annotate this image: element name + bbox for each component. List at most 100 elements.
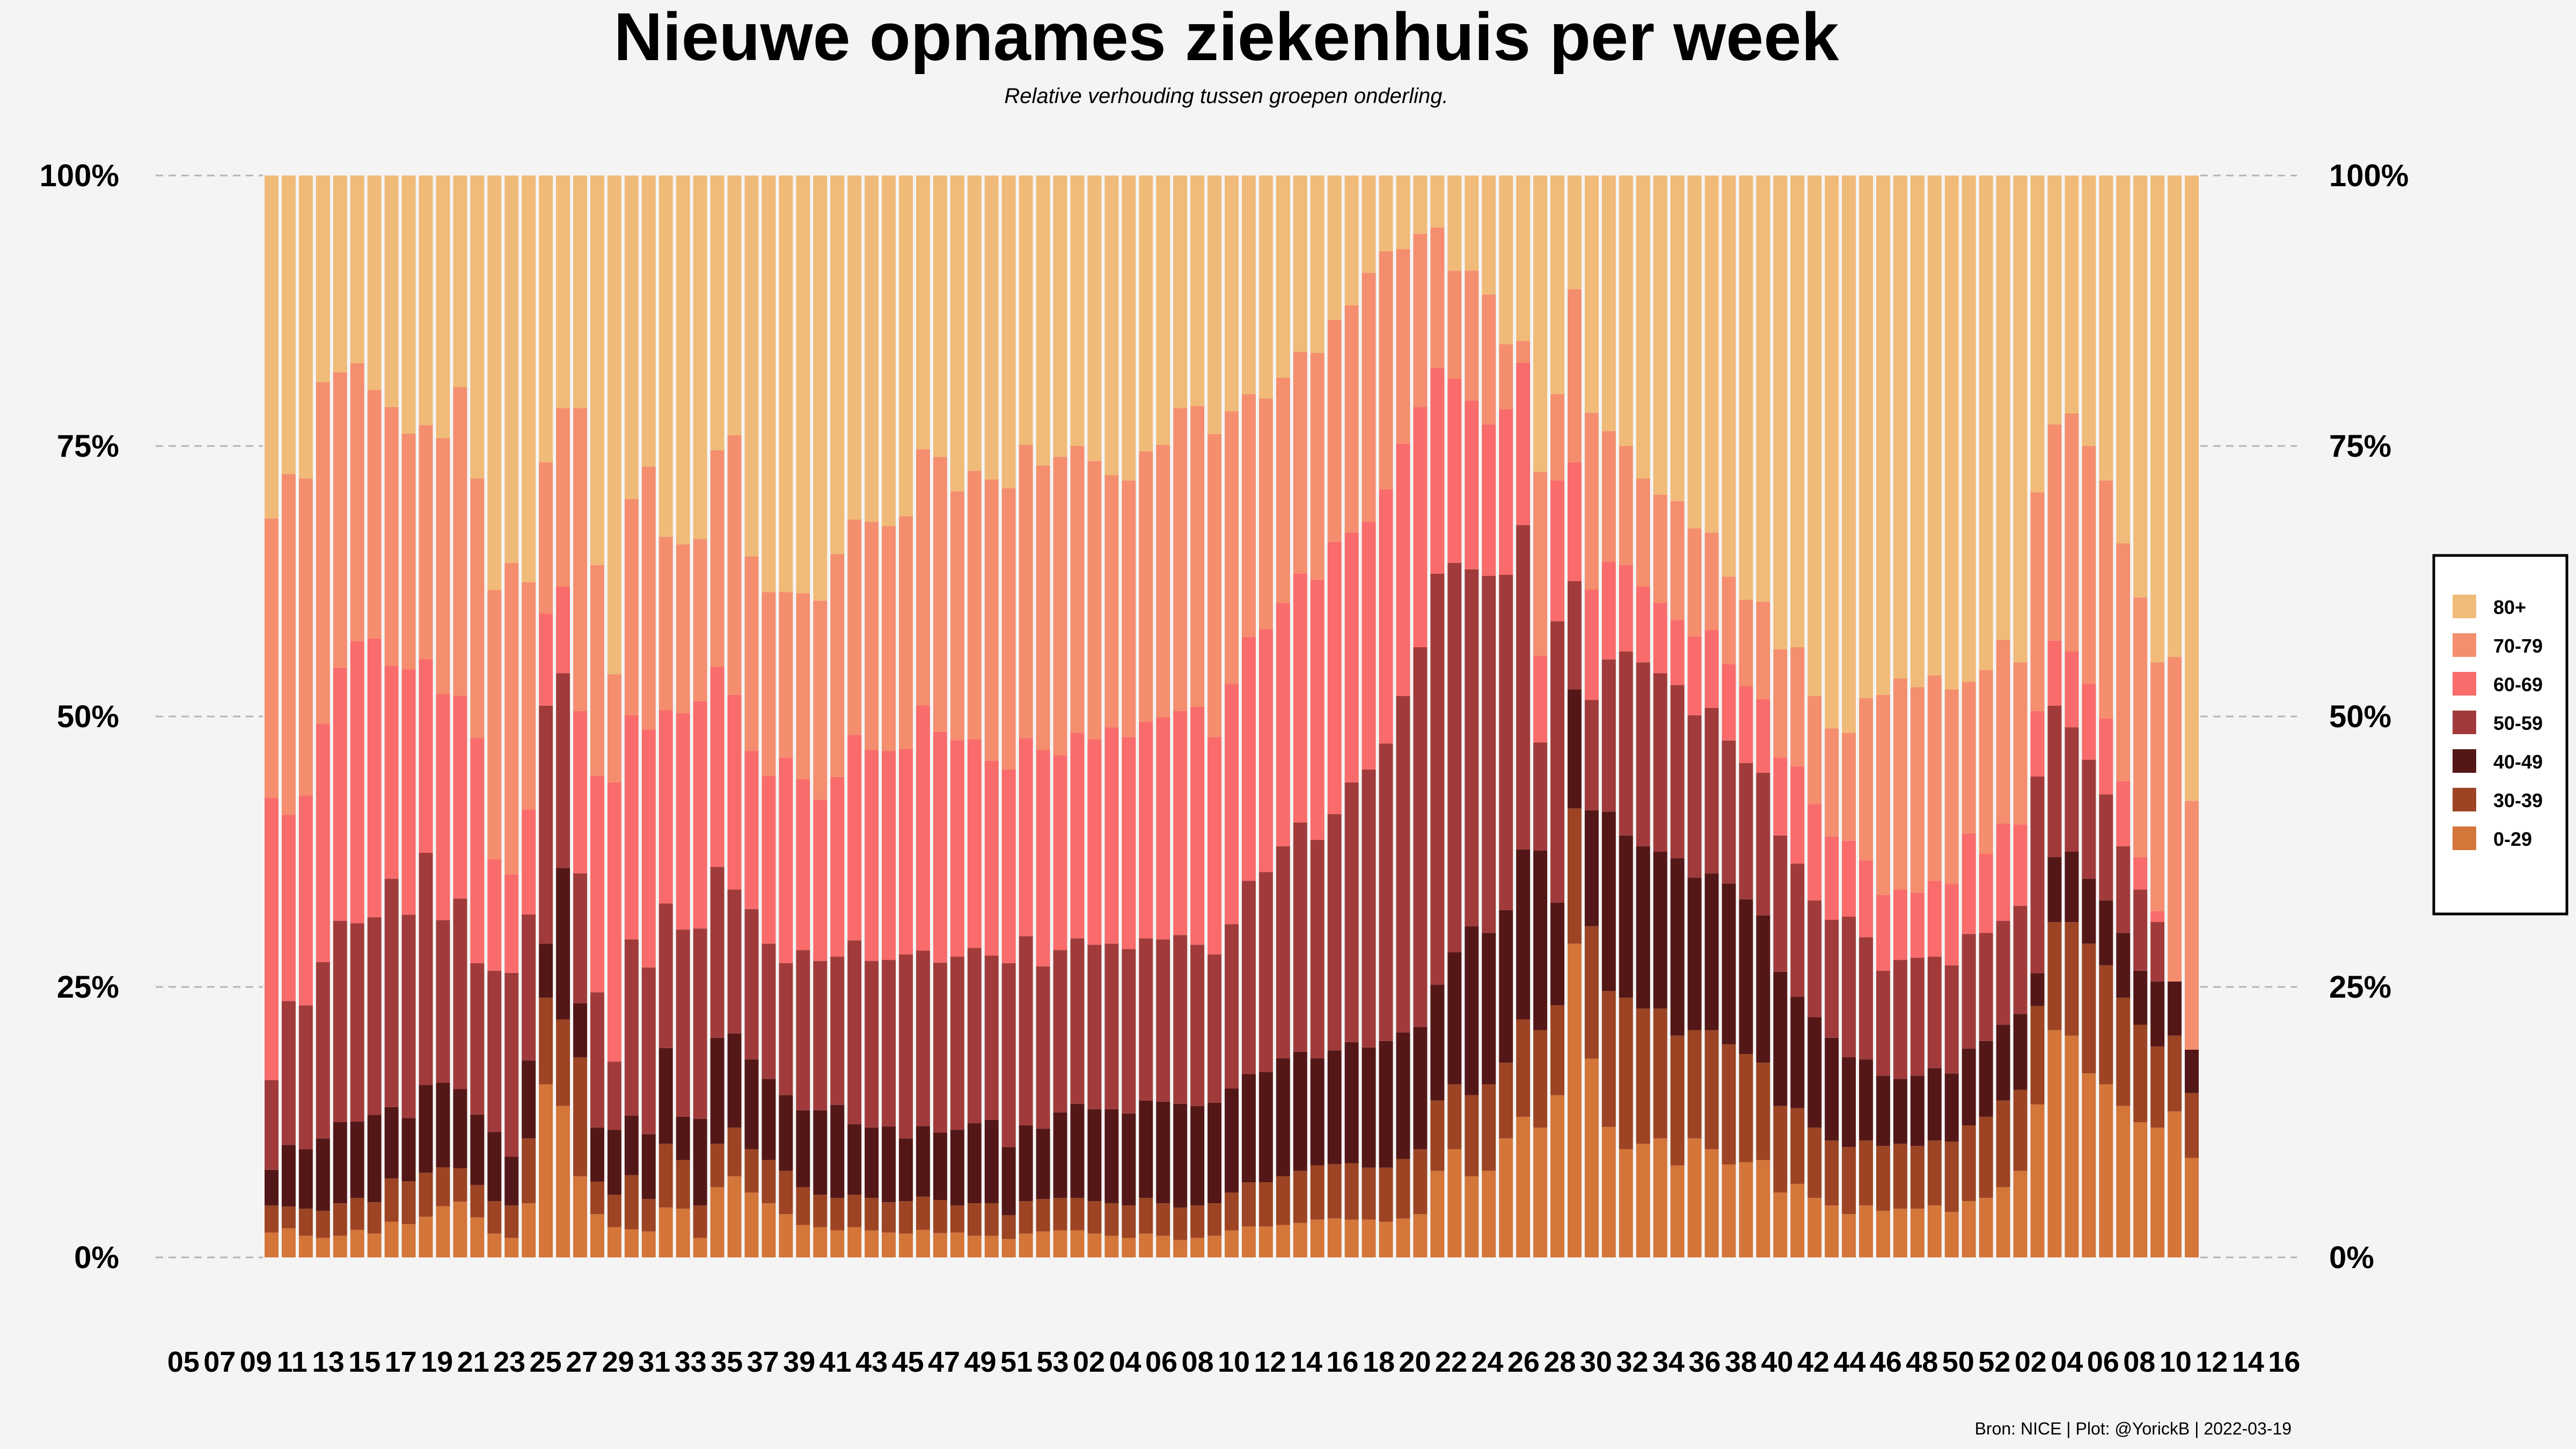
bar-segment-80plus bbox=[1653, 175, 1667, 495]
bar-segment-0-29 bbox=[933, 1233, 947, 1257]
bar-segment-50-59 bbox=[504, 972, 519, 1157]
bar-segment-0-29 bbox=[1825, 1205, 1839, 1257]
bar-segment-70-79 bbox=[1447, 270, 1462, 379]
bar-segment-60-69 bbox=[1825, 836, 1839, 920]
bar-segment-0-29 bbox=[1293, 1223, 1307, 1257]
bar-segment-70-79 bbox=[1344, 305, 1359, 533]
bar-segment-50-59 bbox=[2013, 905, 2028, 1014]
bar-segment-80plus bbox=[2185, 175, 2199, 801]
bar-segment-60-69 bbox=[1807, 804, 1822, 901]
bar-segment-0-29 bbox=[573, 1176, 587, 1257]
bar-segment-40-49 bbox=[1807, 1017, 1822, 1128]
x-tick-label: 25 bbox=[530, 1346, 562, 1378]
bar-segment-50-59 bbox=[1499, 574, 1513, 910]
bar-segment-30-39 bbox=[1550, 1005, 1564, 1095]
bar-segment-60-69 bbox=[899, 749, 913, 955]
bar-segment-30-39 bbox=[1293, 1170, 1307, 1223]
bar-segment-30-39 bbox=[1927, 1140, 1942, 1206]
bar-segment-70-79 bbox=[1465, 270, 1479, 401]
bar-segment-50-59 bbox=[676, 930, 690, 1117]
bar-segment-70-79 bbox=[539, 462, 553, 614]
y-axis-ticks: 0% 0% 25% 25% 50% 50% 75% 75% 100% 100% bbox=[40, 158, 2409, 1275]
bar-segment-80plus bbox=[367, 175, 382, 390]
bar-segment-80plus bbox=[1225, 175, 1239, 412]
bar-segment-30-39 bbox=[1362, 1167, 1376, 1220]
bar-segment-60-69 bbox=[967, 739, 982, 948]
bar-segment-60-69 bbox=[1413, 407, 1428, 647]
bar-segment-70-79 bbox=[1482, 294, 1496, 425]
bar-segment-0-29 bbox=[1756, 1160, 1770, 1257]
bar-segment-40-49 bbox=[573, 1003, 587, 1058]
bar-segment-40-49 bbox=[710, 1037, 724, 1144]
bar-segment-60-69 bbox=[1550, 480, 1564, 621]
bar-segment-60-69 bbox=[1293, 573, 1307, 823]
bar-segment-40-49 bbox=[1465, 926, 1479, 1095]
legend-swatch bbox=[2453, 672, 2476, 696]
bar-segment-80plus bbox=[967, 175, 982, 471]
bar-segment-0-29 bbox=[367, 1233, 382, 1257]
bar-segment-0-29 bbox=[950, 1232, 964, 1257]
bar-segment-70-79 bbox=[1910, 687, 1924, 893]
bar-segment-40-49 bbox=[779, 1095, 793, 1171]
bar-segment-50-59 bbox=[1208, 954, 1222, 1103]
bar-segment-80plus bbox=[1482, 175, 1496, 295]
bar-segment-40-49 bbox=[950, 1130, 964, 1206]
bar-segment-40-49 bbox=[1482, 933, 1496, 1085]
bar-segment-30-39 bbox=[2082, 943, 2096, 1074]
bar-segment-40-49 bbox=[1653, 852, 1667, 1009]
x-tick-label: 43 bbox=[855, 1346, 888, 1378]
bar-segment-30-39 bbox=[1413, 1149, 1428, 1214]
bar-segment-60-69 bbox=[470, 738, 485, 963]
bar-segment-70-79 bbox=[1001, 488, 1016, 770]
bar-segment-30-39 bbox=[1567, 808, 1582, 944]
y-tick-label-right: 100% bbox=[2329, 158, 2409, 193]
bar-segment-0-29 bbox=[1807, 1198, 1822, 1257]
bar-segment-70-79 bbox=[899, 516, 913, 749]
bar-segment-0-29 bbox=[2082, 1073, 2096, 1257]
bar-segment-30-39 bbox=[1310, 1165, 1324, 1220]
bar-segment-50-59 bbox=[1910, 957, 1924, 1076]
bar-segment-60-69 bbox=[624, 715, 639, 940]
bar-segment-0-29 bbox=[2013, 1170, 2028, 1257]
bar-segment-60-69 bbox=[830, 777, 845, 957]
bar-segment-50-59 bbox=[1225, 924, 1239, 1089]
bar-segment-80plus bbox=[2168, 175, 2182, 657]
bar-segment-30-39 bbox=[1670, 1035, 1685, 1166]
bar-segment-80plus bbox=[1979, 175, 1993, 670]
bar-segment-30-39 bbox=[607, 1195, 621, 1227]
bar-segment-60-69 bbox=[1327, 541, 1342, 814]
bar-segment-40-49 bbox=[1996, 1024, 2010, 1101]
bar-segment-50-59 bbox=[2065, 727, 2079, 852]
bar-segment-80plus bbox=[830, 175, 845, 554]
bar-segment-40-49 bbox=[1122, 1113, 1136, 1206]
bar-segment-70-79 bbox=[676, 544, 690, 713]
bar-segment-80plus bbox=[1430, 175, 1445, 228]
bar-segment-80plus bbox=[710, 175, 724, 451]
bar-segment-50-59 bbox=[1825, 920, 1839, 1038]
bar-segment-40-49 bbox=[762, 1079, 776, 1160]
bar-segment-70-79 bbox=[1550, 394, 1564, 481]
bar-segment-80plus bbox=[727, 175, 742, 435]
bar-segment-80plus bbox=[1104, 175, 1119, 475]
bar-segment-60-69 bbox=[1053, 755, 1067, 950]
bar-segment-0-29 bbox=[916, 1230, 930, 1257]
bar-segment-30-39 bbox=[367, 1202, 382, 1234]
bar-segment-80plus bbox=[1156, 175, 1170, 445]
bar-segment-30-39 bbox=[1996, 1100, 2010, 1187]
bar-segment-40-49 bbox=[1859, 1059, 1874, 1141]
bar-segment-60-69 bbox=[1465, 400, 1479, 569]
bar-segment-70-79 bbox=[847, 519, 862, 735]
bar-segment-80plus bbox=[865, 175, 879, 522]
bar-segment-0-29 bbox=[984, 1235, 999, 1257]
y-tick-label-right: 25% bbox=[2329, 970, 2391, 1005]
bar-segment-0-29 bbox=[1430, 1170, 1445, 1257]
bar-segment-60-69 bbox=[401, 669, 416, 915]
x-tick-label: 38 bbox=[1725, 1346, 1757, 1378]
bar-segment-30-39 bbox=[453, 1168, 467, 1202]
bar-segment-60-69 bbox=[676, 713, 690, 930]
bar-segment-80plus bbox=[1910, 175, 1924, 687]
bar-segment-50-59 bbox=[1704, 707, 1719, 874]
bar-segment-50-59 bbox=[1413, 647, 1428, 1027]
bar-segment-50-59 bbox=[436, 920, 450, 1083]
bar-segment-70-79 bbox=[813, 601, 828, 800]
